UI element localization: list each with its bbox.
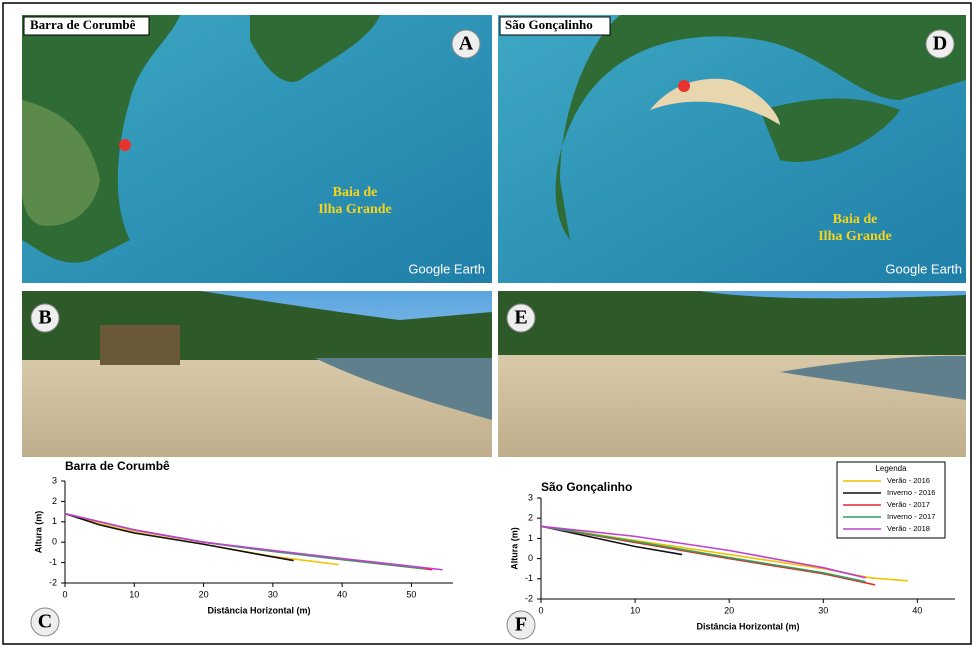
y-tick-label: -1 — [525, 573, 533, 583]
y-tick-label: 0 — [528, 553, 533, 563]
water-label: Baia de — [333, 185, 378, 200]
water-label: Baia de — [833, 212, 878, 227]
y-tick-label: 2 — [52, 496, 57, 506]
legend-label: Verão - 2017 — [887, 500, 930, 509]
y-tick-label: 1 — [52, 516, 57, 526]
y-axis-label: Altura (m) — [33, 511, 43, 554]
legend-label: Verão - 2016 — [887, 476, 930, 485]
panel-letter: C — [38, 611, 52, 633]
figure: Barra de Corumbê Baia de Ilha Grande Goo… — [0, 0, 974, 647]
x-tick-label: 10 — [630, 605, 640, 615]
credit: Google Earth — [408, 261, 485, 276]
credit: Google Earth — [885, 261, 962, 276]
panel-letter: F — [515, 614, 527, 636]
y-tick-label: 1 — [528, 533, 533, 543]
x-axis-label: Distância Horizontal (m) — [207, 605, 310, 615]
chart-title: São Gonçalinho — [541, 480, 632, 494]
panel-letter: A — [459, 33, 474, 55]
y-tick-label: 3 — [52, 475, 57, 485]
x-tick-label: 0 — [538, 605, 543, 615]
panel-letter: E — [514, 307, 527, 329]
panel-a: Barra de Corumbê Baia de Ilha Grande Goo… — [22, 15, 492, 283]
y-tick-label: 2 — [528, 513, 533, 523]
legend-label: Inverno - 2016 — [887, 488, 935, 497]
x-tick-label: 40 — [337, 589, 347, 599]
water-label: Ilha Grande — [318, 202, 392, 217]
y-axis-label: Altura (m) — [509, 527, 519, 570]
panel-letter: B — [38, 307, 51, 329]
legend-label: Verão - 2018 — [887, 524, 930, 533]
x-tick-label: 10 — [129, 589, 139, 599]
panel-d: São Gonçalinho Baia de Ilha Grande Googl… — [498, 15, 966, 283]
x-tick-label: 20 — [199, 589, 209, 599]
panel-e: E — [498, 291, 966, 457]
y-tick-label: 0 — [52, 537, 57, 547]
panel-label: São Gonçalinho — [505, 17, 593, 32]
x-tick-label: 30 — [268, 589, 278, 599]
x-tick-label: 50 — [406, 589, 416, 599]
x-tick-label: 30 — [818, 605, 828, 615]
x-axis-label: Distância Horizontal (m) — [696, 621, 799, 631]
x-tick-label: 40 — [912, 605, 922, 615]
y-tick-label: -2 — [525, 593, 533, 603]
x-tick-label: 20 — [724, 605, 734, 615]
y-tick-label: -1 — [49, 557, 57, 567]
legend-label: Inverno - 2017 — [887, 512, 935, 521]
panel-letter: D — [933, 33, 947, 55]
panel-b: B — [22, 291, 492, 457]
water-label: Ilha Grande — [818, 229, 892, 244]
chart-title: Barra de Corumbê — [65, 459, 170, 473]
y-tick-label: -2 — [49, 577, 57, 587]
y-tick-label: 3 — [528, 492, 533, 502]
panel-label: Barra de Corumbê — [30, 17, 136, 32]
legend-title: Legenda — [875, 464, 907, 473]
x-tick-label: 0 — [62, 589, 67, 599]
